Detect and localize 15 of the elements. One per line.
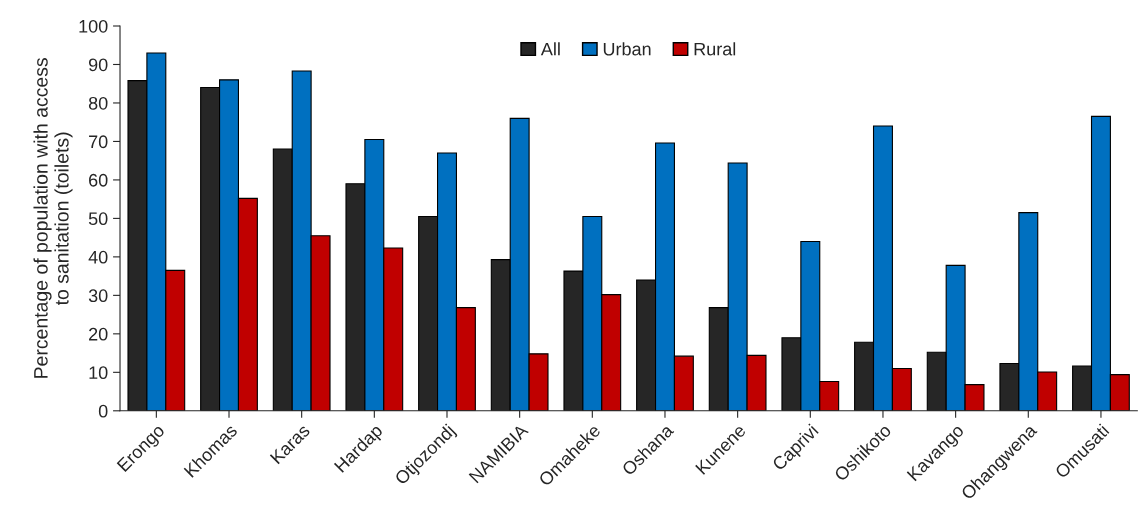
y-tick-label: 30 <box>88 289 108 303</box>
y-tick-label: 40 <box>88 250 108 264</box>
y-tick-label: 10 <box>89 366 108 380</box>
legend-label: Rural <box>694 42 736 56</box>
y-tick-label: 100 <box>79 19 108 33</box>
y-tick-label: 70 <box>89 135 108 149</box>
y-tick-label: 80 <box>88 96 108 110</box>
y-tick-label: 90 <box>88 58 108 72</box>
y-tick-label: 60 <box>89 173 108 187</box>
y-tick-label: 0 <box>98 404 108 418</box>
y-axis-title: Percentage of population with access to sanitation (toilets) <box>33 58 73 378</box>
legend-label: All <box>540 42 560 56</box>
y-tick-label: 20 <box>89 327 108 341</box>
y-tick-label: 50 <box>88 212 108 226</box>
legend-label: Urban <box>603 42 651 56</box>
